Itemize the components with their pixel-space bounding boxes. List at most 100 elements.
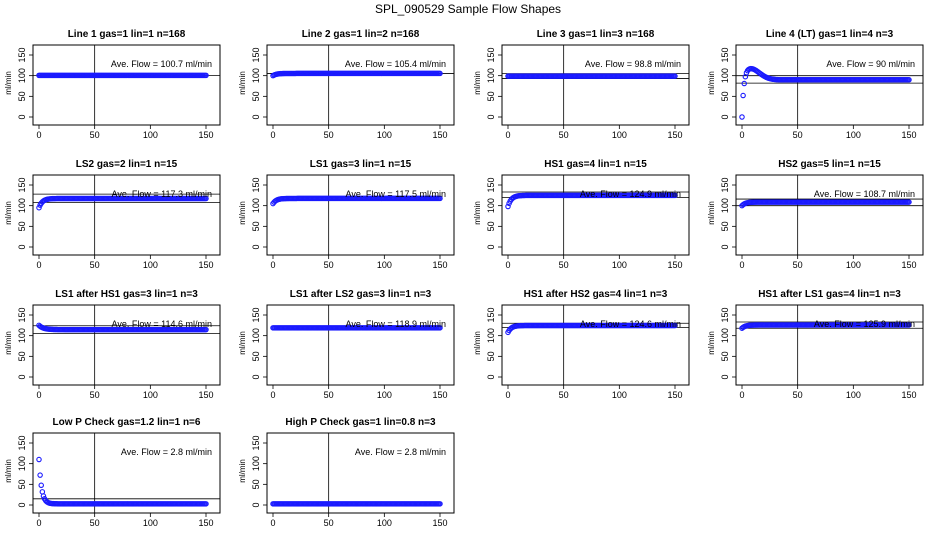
x-tick-label: 150 [901, 390, 916, 400]
data-series [270, 501, 443, 507]
plot-frame [266, 44, 455, 126]
chart-panel: High P Check gas=1 lin=0.8 n=3 0 50 100 150 0… [238, 417, 455, 528]
x-tick-label: 50 [90, 390, 100, 400]
y-tick-label: 150 [486, 177, 496, 192]
y-tick-label: 0 [486, 114, 496, 119]
x-tick-label: 100 [377, 518, 392, 528]
x-tick-label: 50 [324, 260, 334, 270]
x-tick-label: 100 [612, 260, 627, 270]
x-tick-label: 100 [143, 518, 158, 528]
data-point [437, 325, 443, 331]
y-tick-label: 50 [17, 221, 27, 231]
y-tick-label: 50 [251, 351, 261, 361]
data-point [203, 326, 209, 333]
x-tick-label: 100 [143, 390, 158, 400]
y-tick-label: 150 [17, 307, 27, 322]
data-series [36, 322, 209, 333]
x-tick-label: 150 [198, 390, 213, 400]
y-tick-label: 0 [720, 244, 730, 249]
x-tick-label: 50 [793, 130, 803, 140]
chart-panel: Low P Check gas=1.2 lin=1 n=6 0 50 100 150 0 5… [4, 417, 221, 528]
chart-panel: Line 3 gas=1 lin=3 n=168 0 50 100 150 0 50 100 1… [473, 29, 690, 140]
y-tick-label: 150 [720, 47, 730, 62]
x-tick-label: 50 [559, 130, 569, 140]
data-point [437, 195, 443, 202]
x-tick-label: 100 [377, 390, 392, 400]
panel-title: Line 4 (LT) gas=1 lin=4 n=3 [766, 29, 894, 40]
y-axis-label: ml/min [238, 459, 247, 483]
x-tick-label: 0 [36, 130, 41, 140]
data-point [741, 80, 747, 87]
y-tick-label: 100 [17, 68, 27, 83]
x-tick-label: 100 [612, 390, 627, 400]
data-point [203, 195, 209, 202]
x-tick-label: 150 [432, 390, 447, 400]
y-axis-label: ml/min [4, 331, 13, 355]
x-tick-label: 150 [198, 260, 213, 270]
y-tick-label: 0 [251, 502, 261, 507]
plot-frame [735, 44, 924, 126]
panel-title: Line 1 gas=1 lin=1 n=168 [68, 29, 186, 40]
y-tick-label: 100 [720, 328, 730, 343]
y-tick-label: 50 [251, 221, 261, 231]
y-tick-label: 50 [17, 351, 27, 361]
average-flow-annotation: Ave. Flow = 100.7 ml/min [111, 59, 212, 69]
average-flow-annotation: Ave. Flow = 90 ml/min [826, 59, 915, 69]
y-tick-label: 0 [17, 502, 27, 507]
data-series [505, 73, 678, 79]
chart-panel: Line 2 gas=1 lin=2 n=168 0 50 100 150 0 50 100 1… [238, 29, 455, 140]
y-tick-label: 150 [720, 307, 730, 322]
panel-title: HS1 gas=4 lin=1 n=15 [544, 159, 647, 170]
plot-frame [266, 304, 455, 386]
x-tick-label: 100 [846, 130, 861, 140]
y-tick-label: 150 [251, 435, 261, 450]
x-tick-label: 50 [559, 260, 569, 270]
chart-panel: Line 1 gas=1 lin=1 n=168 0 50 100 150 0 50 100 1… [4, 29, 221, 140]
page-title: SPL_090529 Sample Flow Shapes [375, 2, 561, 16]
x-tick-label: 50 [90, 518, 100, 528]
average-flow-annotation: Ave. Flow = 105.4 ml/min [345, 59, 446, 69]
x-tick-label: 0 [739, 390, 744, 400]
data-point [906, 199, 912, 205]
data-point [505, 203, 511, 210]
average-flow-annotation: Ave. Flow = 2.8 ml/min [355, 447, 446, 457]
y-tick-label: 50 [486, 221, 496, 231]
plot-frame [735, 304, 924, 386]
chart-panel: Line 4 (LT) gas=1 lin=4 n=3 0 50 100 150 0 50 1… [707, 29, 924, 140]
plot-frame [501, 44, 690, 126]
x-tick-label: 150 [432, 130, 447, 140]
data-point [36, 204, 42, 211]
plot-frame [32, 304, 221, 386]
y-axis-label: ml/min [707, 331, 716, 355]
x-tick-label: 100 [846, 390, 861, 400]
y-axis-label: ml/min [707, 71, 716, 95]
average-flow-annotation: Ave. Flow = 117.3 ml/min [112, 189, 212, 199]
y-axis-label: ml/min [4, 459, 13, 483]
y-tick-label: 50 [720, 351, 730, 361]
data-series [739, 199, 912, 209]
x-tick-label: 100 [846, 260, 861, 270]
x-tick-label: 50 [324, 390, 334, 400]
y-tick-label: 0 [17, 244, 27, 249]
average-flow-annotation: Ave. Flow = 117.5 ml/min [346, 189, 446, 199]
y-tick-label: 0 [17, 114, 27, 119]
average-flow-annotation: Ave. Flow = 124.6 ml/min [580, 319, 681, 329]
y-tick-label: 50 [17, 91, 27, 101]
data-point [203, 501, 209, 507]
data-point [437, 70, 443, 77]
plot-frame [501, 304, 690, 386]
data-point [203, 72, 209, 79]
x-tick-label: 100 [143, 130, 158, 140]
y-tick-label: 0 [251, 114, 261, 119]
data-series [270, 195, 443, 207]
x-tick-label: 50 [793, 260, 803, 270]
chart-panel: HS1 after LS1 gas=4 lin=1 n=3 0 50 100 150 0 5… [707, 289, 924, 400]
data-series [36, 72, 209, 79]
x-tick-label: 0 [739, 260, 744, 270]
x-tick-label: 50 [90, 260, 100, 270]
average-flow-annotation: Ave. Flow = 114.6 ml/min [112, 319, 212, 329]
y-tick-label: 150 [251, 47, 261, 62]
y-axis-label: ml/min [238, 71, 247, 95]
plot-frame [32, 432, 221, 514]
